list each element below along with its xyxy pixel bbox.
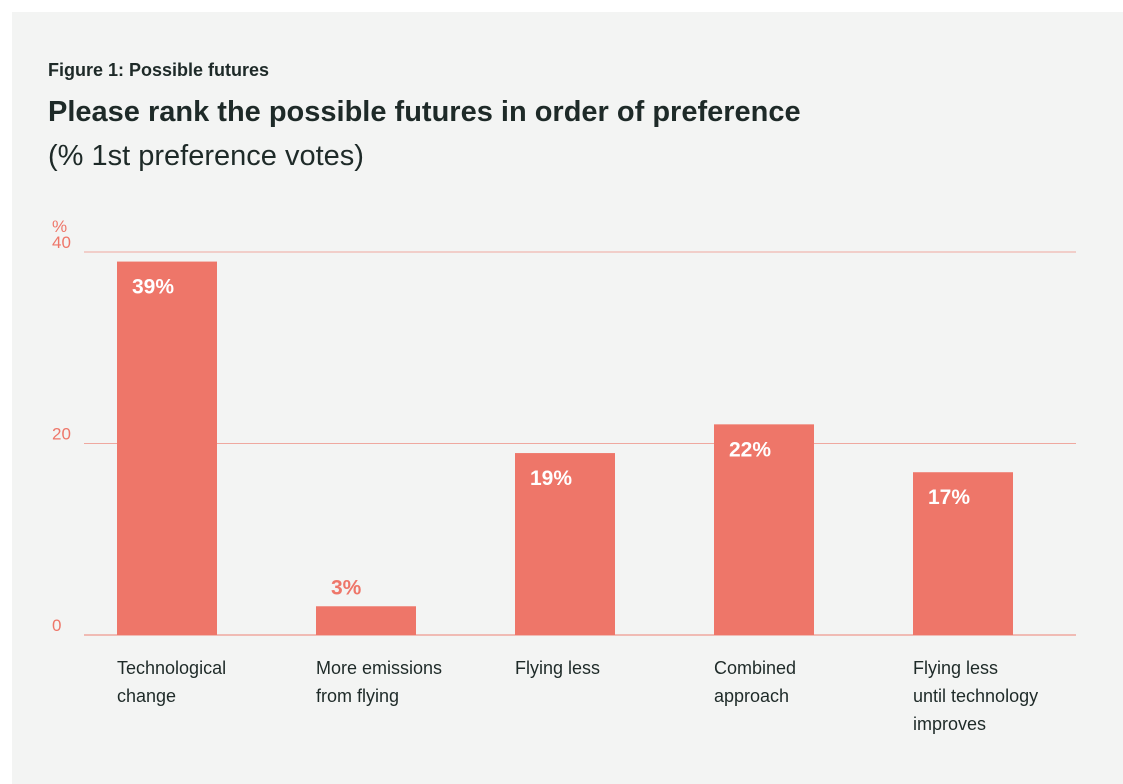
category-label: improves bbox=[913, 714, 986, 734]
y-axis-unit-label: % bbox=[52, 217, 67, 236]
y-tick-label: 20 bbox=[52, 425, 71, 444]
bar bbox=[515, 453, 615, 635]
category-label: approach bbox=[714, 686, 789, 706]
bar bbox=[714, 424, 814, 635]
category-label: from flying bbox=[316, 686, 399, 706]
category-label: until technology bbox=[913, 686, 1038, 706]
chart-subtitle: (% 1st preference votes) bbox=[48, 140, 364, 172]
data-label: 39% bbox=[132, 276, 174, 299]
category-label: Flying less bbox=[913, 658, 998, 678]
chart-title: Please rank the possible futures in orde… bbox=[48, 96, 801, 128]
bar-chart: % 0 20 40 39% Technological change 3% More emiss… bbox=[52, 217, 1076, 734]
data-label: 22% bbox=[729, 438, 771, 461]
data-label: 3% bbox=[331, 576, 362, 599]
data-label: 19% bbox=[530, 467, 572, 490]
category-label: Combined bbox=[714, 658, 796, 678]
figure-label: Figure 1: Possible futures bbox=[48, 60, 270, 80]
data-label: 17% bbox=[928, 486, 970, 509]
bar bbox=[117, 261, 217, 635]
y-tick-label: 40 bbox=[52, 233, 71, 252]
y-tick-label: 0 bbox=[52, 616, 61, 635]
category-label: change bbox=[117, 686, 176, 706]
bar bbox=[913, 472, 1013, 635]
category-label: Technological bbox=[117, 658, 226, 678]
category-label: Flying less bbox=[515, 658, 600, 678]
category-label: More emissions bbox=[316, 658, 442, 678]
bar bbox=[316, 606, 416, 635]
chart-panel: Figure 1: Possible futures Please rank t… bbox=[12, 12, 1123, 784]
